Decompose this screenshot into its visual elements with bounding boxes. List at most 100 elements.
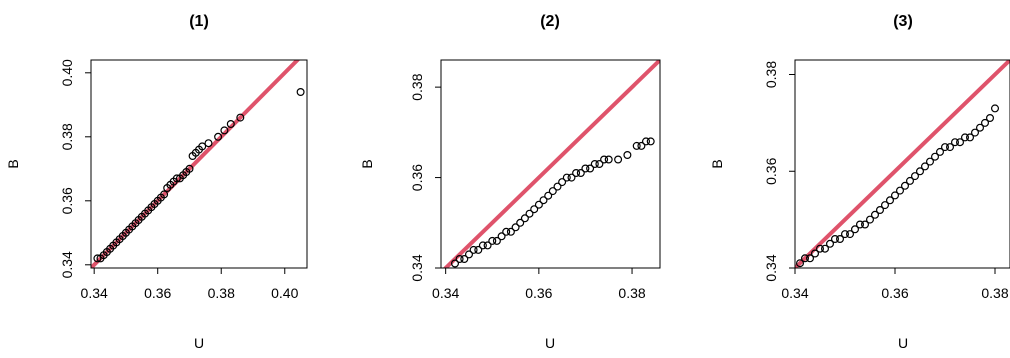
- data-point: [539, 196, 548, 205]
- y-tick-label: 0.38: [409, 73, 425, 100]
- data-point: [544, 191, 553, 200]
- data-point: [870, 210, 879, 219]
- data-point: [623, 151, 632, 160]
- data-point: [900, 181, 909, 190]
- panel-3-reference-line: [795, 60, 1010, 268]
- data-point: [637, 141, 646, 150]
- data-point: [795, 259, 804, 268]
- data-point: [930, 152, 939, 161]
- data-point: [586, 164, 595, 173]
- data-point: [895, 186, 904, 195]
- x-tick-label: 0.38: [208, 285, 235, 301]
- data-point: [185, 164, 194, 173]
- data-point: [965, 133, 974, 142]
- data-point: [604, 155, 613, 164]
- panel-1-ticks: 0.34 0.36 0.38 0.40 0.34 0.36 0.38 0.40: [59, 59, 299, 301]
- y-tick-label: 0.36: [59, 187, 75, 214]
- data-point: [890, 191, 899, 200]
- data-point: [830, 235, 839, 244]
- panel-2: (2) U B 0.34 0.36 0.38 0.34 0.36 0.38: [359, 13, 661, 351]
- data-point: [810, 249, 819, 258]
- y-tick-label: 0.34: [763, 254, 779, 281]
- data-point: [885, 196, 894, 205]
- data-point: [469, 245, 478, 254]
- y-tick-label: 0.36: [763, 157, 779, 184]
- data-point: [825, 239, 834, 248]
- data-point: [455, 255, 464, 264]
- y-tick-label: 0.40: [59, 59, 75, 86]
- panel-2-reference-line: [442, 60, 660, 268]
- panel-3-title: (3): [893, 13, 913, 30]
- x-tick-label: 0.34: [781, 285, 808, 301]
- data-point: [975, 123, 984, 132]
- data-point: [558, 178, 567, 187]
- panel-2-title: (2): [540, 13, 560, 30]
- data-point: [990, 104, 999, 113]
- panel-2-ticks: 0.34 0.36 0.38 0.34 0.36 0.38: [409, 73, 646, 301]
- data-point: [646, 137, 655, 146]
- data-point: [478, 241, 487, 250]
- data-point: [198, 142, 207, 151]
- data-point: [506, 227, 515, 236]
- panel-3-ylabel: B: [709, 159, 725, 168]
- data-point: [534, 200, 543, 209]
- data-point: [474, 245, 483, 254]
- panel-3-data: [795, 60, 1010, 268]
- panel-1: (1) U B 0.34 0.36 0.38 0.40 0.34 0.36 0.38 0.40: [5, 13, 308, 351]
- x-tick-label: 0.34: [432, 285, 459, 301]
- data-point: [572, 169, 581, 178]
- data-point: [641, 137, 650, 146]
- data-point: [220, 126, 229, 135]
- data-point: [520, 214, 529, 223]
- data-point: [236, 113, 245, 122]
- data-point: [460, 255, 469, 264]
- data-point: [910, 172, 919, 181]
- data-point: [860, 220, 869, 229]
- data-point: [581, 164, 590, 173]
- data-point: [980, 118, 989, 127]
- data-point: [576, 169, 585, 178]
- data-point: [553, 182, 562, 191]
- data-point: [93, 254, 102, 263]
- data-point: [160, 190, 169, 199]
- data-point: [850, 225, 859, 234]
- data-point: [492, 236, 501, 245]
- data-point: [530, 205, 539, 214]
- data-point: [567, 173, 576, 182]
- data-point: [970, 128, 979, 137]
- data-point: [590, 160, 599, 169]
- x-tick-label: 0.36: [881, 285, 908, 301]
- data-point: [497, 232, 506, 241]
- data-point: [940, 143, 949, 152]
- x-tick-label: 0.36: [144, 285, 171, 301]
- data-point: [516, 218, 525, 227]
- data-point: [950, 138, 959, 147]
- data-point: [502, 227, 511, 236]
- data-point: [855, 220, 864, 229]
- data-point: [945, 143, 954, 152]
- data-point: [845, 230, 854, 239]
- data-point: [820, 244, 829, 253]
- data-point: [483, 241, 492, 250]
- data-point: [614, 155, 623, 164]
- data-point: [595, 160, 604, 169]
- data-point: [875, 206, 884, 215]
- data-point: [960, 133, 969, 142]
- data-point: [955, 138, 964, 147]
- data-point: [835, 235, 844, 244]
- panel-3-ticks: 0.34 0.36 0.38 0.34 0.36 0.38: [763, 61, 1009, 301]
- y-tick-label: 0.34: [409, 254, 425, 281]
- panel-3: (3) U B 0.34 0.36 0.38 0.34 0.36 0.38: [709, 13, 1010, 351]
- panel-1-xlabel: U: [194, 335, 204, 351]
- data-point: [488, 236, 497, 245]
- data-point: [632, 141, 641, 150]
- panel-3-frame: [794, 59, 1010, 269]
- y-tick-label: 0.36: [409, 164, 425, 191]
- data-point: [204, 139, 213, 148]
- data-point: [525, 209, 534, 218]
- panel-2-xlabel: U: [545, 335, 555, 351]
- data-point: [815, 244, 824, 253]
- data-point: [600, 155, 609, 164]
- data-point: [935, 147, 944, 156]
